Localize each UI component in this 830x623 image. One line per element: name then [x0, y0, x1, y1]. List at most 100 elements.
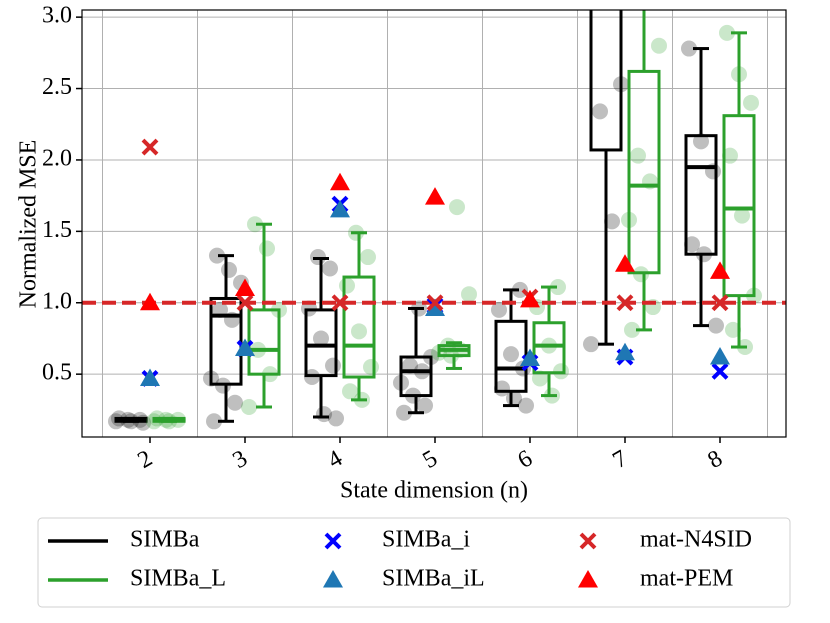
legend-label: SIMBa_i — [382, 527, 470, 553]
legend-label: mat-PEM — [640, 566, 733, 592]
legend-label: SIMBa_iL — [382, 566, 485, 592]
triangle-marker — [235, 338, 255, 356]
x-marker — [331, 294, 349, 312]
data-point — [325, 357, 341, 374]
data-point — [725, 321, 741, 338]
x-marker — [324, 532, 342, 550]
data-point — [259, 240, 275, 257]
data-point — [604, 213, 620, 230]
data-point — [592, 103, 608, 120]
data-point — [651, 37, 667, 54]
y-tick-label: 1.5 — [42, 217, 72, 243]
data-point — [227, 394, 243, 411]
data-point — [681, 40, 697, 57]
data-point — [550, 279, 566, 296]
x-marker — [426, 294, 444, 312]
data-point — [491, 301, 507, 318]
x-tick-label: 6 — [514, 445, 537, 474]
data-point — [313, 330, 329, 347]
box — [209, 296, 243, 386]
data-point — [684, 236, 700, 253]
box — [399, 355, 433, 398]
data-point — [719, 24, 735, 41]
triangle-marker — [520, 289, 540, 308]
x-tick-label: 2 — [134, 445, 157, 474]
x-tick-label: 4 — [324, 445, 347, 474]
data-point — [449, 199, 465, 216]
x-tick-label: 7 — [609, 445, 632, 474]
triangle-marker — [710, 261, 730, 279]
box — [247, 308, 281, 376]
x-marker — [236, 294, 254, 312]
data-point — [503, 346, 519, 363]
data-point — [342, 383, 358, 400]
data-point — [209, 247, 225, 264]
data-point — [512, 281, 528, 298]
box — [722, 114, 756, 298]
box — [342, 275, 376, 379]
legend-label: SIMBa — [130, 527, 200, 553]
x-marker — [579, 532, 597, 550]
triangle-marker — [330, 172, 350, 191]
triangle-marker — [710, 347, 730, 365]
plot-area — [82, 10, 786, 437]
triangle-marker — [578, 570, 598, 588]
data-point — [518, 397, 534, 414]
y-tick-label: 2.5 — [42, 74, 72, 100]
box — [304, 308, 338, 378]
data-point — [583, 336, 599, 353]
data-point — [247, 216, 263, 233]
x-marker — [711, 294, 729, 312]
y-axis-label: Normalized MSE — [16, 140, 42, 309]
triangle-marker — [425, 298, 445, 316]
x-marker — [141, 138, 159, 156]
data-point — [693, 133, 709, 150]
y-tick-label: 3.0 — [42, 3, 72, 29]
data-point — [339, 277, 355, 294]
data-point — [360, 249, 376, 266]
legend-label: SIMBa_L — [130, 566, 226, 592]
y-tick-label: 1.0 — [42, 288, 72, 314]
triangle-marker — [140, 368, 160, 386]
y-tick-label: 2.0 — [42, 145, 72, 171]
x-marker — [711, 362, 729, 380]
triangle-marker — [235, 278, 255, 296]
y-tick-label: 0.5 — [42, 360, 72, 386]
data-point — [708, 317, 724, 334]
data-point — [322, 260, 338, 277]
data-point — [461, 286, 477, 303]
data-point — [532, 370, 548, 387]
data-point — [630, 147, 646, 164]
triangle-marker — [615, 342, 635, 361]
x-marker — [616, 294, 634, 312]
legend-frame — [37, 517, 791, 608]
box — [589, 10, 623, 152]
data-point — [241, 399, 257, 416]
data-point — [743, 94, 759, 111]
legend-label: mat-N4SID — [640, 527, 752, 553]
x-tick-label: 5 — [419, 445, 442, 474]
x-axis-label: State dimension (n) — [340, 478, 528, 504]
data-point — [363, 359, 379, 376]
data-point — [351, 323, 367, 340]
data-point — [722, 147, 738, 164]
data-point — [221, 261, 237, 278]
box — [627, 69, 661, 275]
data-point — [417, 397, 433, 414]
data-point — [328, 410, 344, 427]
x-tick-label: 3 — [229, 445, 252, 474]
data-point — [624, 321, 640, 338]
data-point — [396, 404, 412, 421]
triangle-marker — [323, 570, 343, 588]
plot-frame — [81, 9, 787, 438]
data-point — [734, 207, 750, 224]
triangle-marker — [140, 292, 160, 311]
x-tick-label: 8 — [704, 445, 727, 474]
triangle-marker — [615, 254, 635, 272]
box — [684, 134, 718, 256]
box — [532, 321, 566, 375]
triangle-marker — [425, 187, 445, 205]
triangle-marker — [330, 199, 350, 218]
triangle-marker — [520, 348, 540, 366]
